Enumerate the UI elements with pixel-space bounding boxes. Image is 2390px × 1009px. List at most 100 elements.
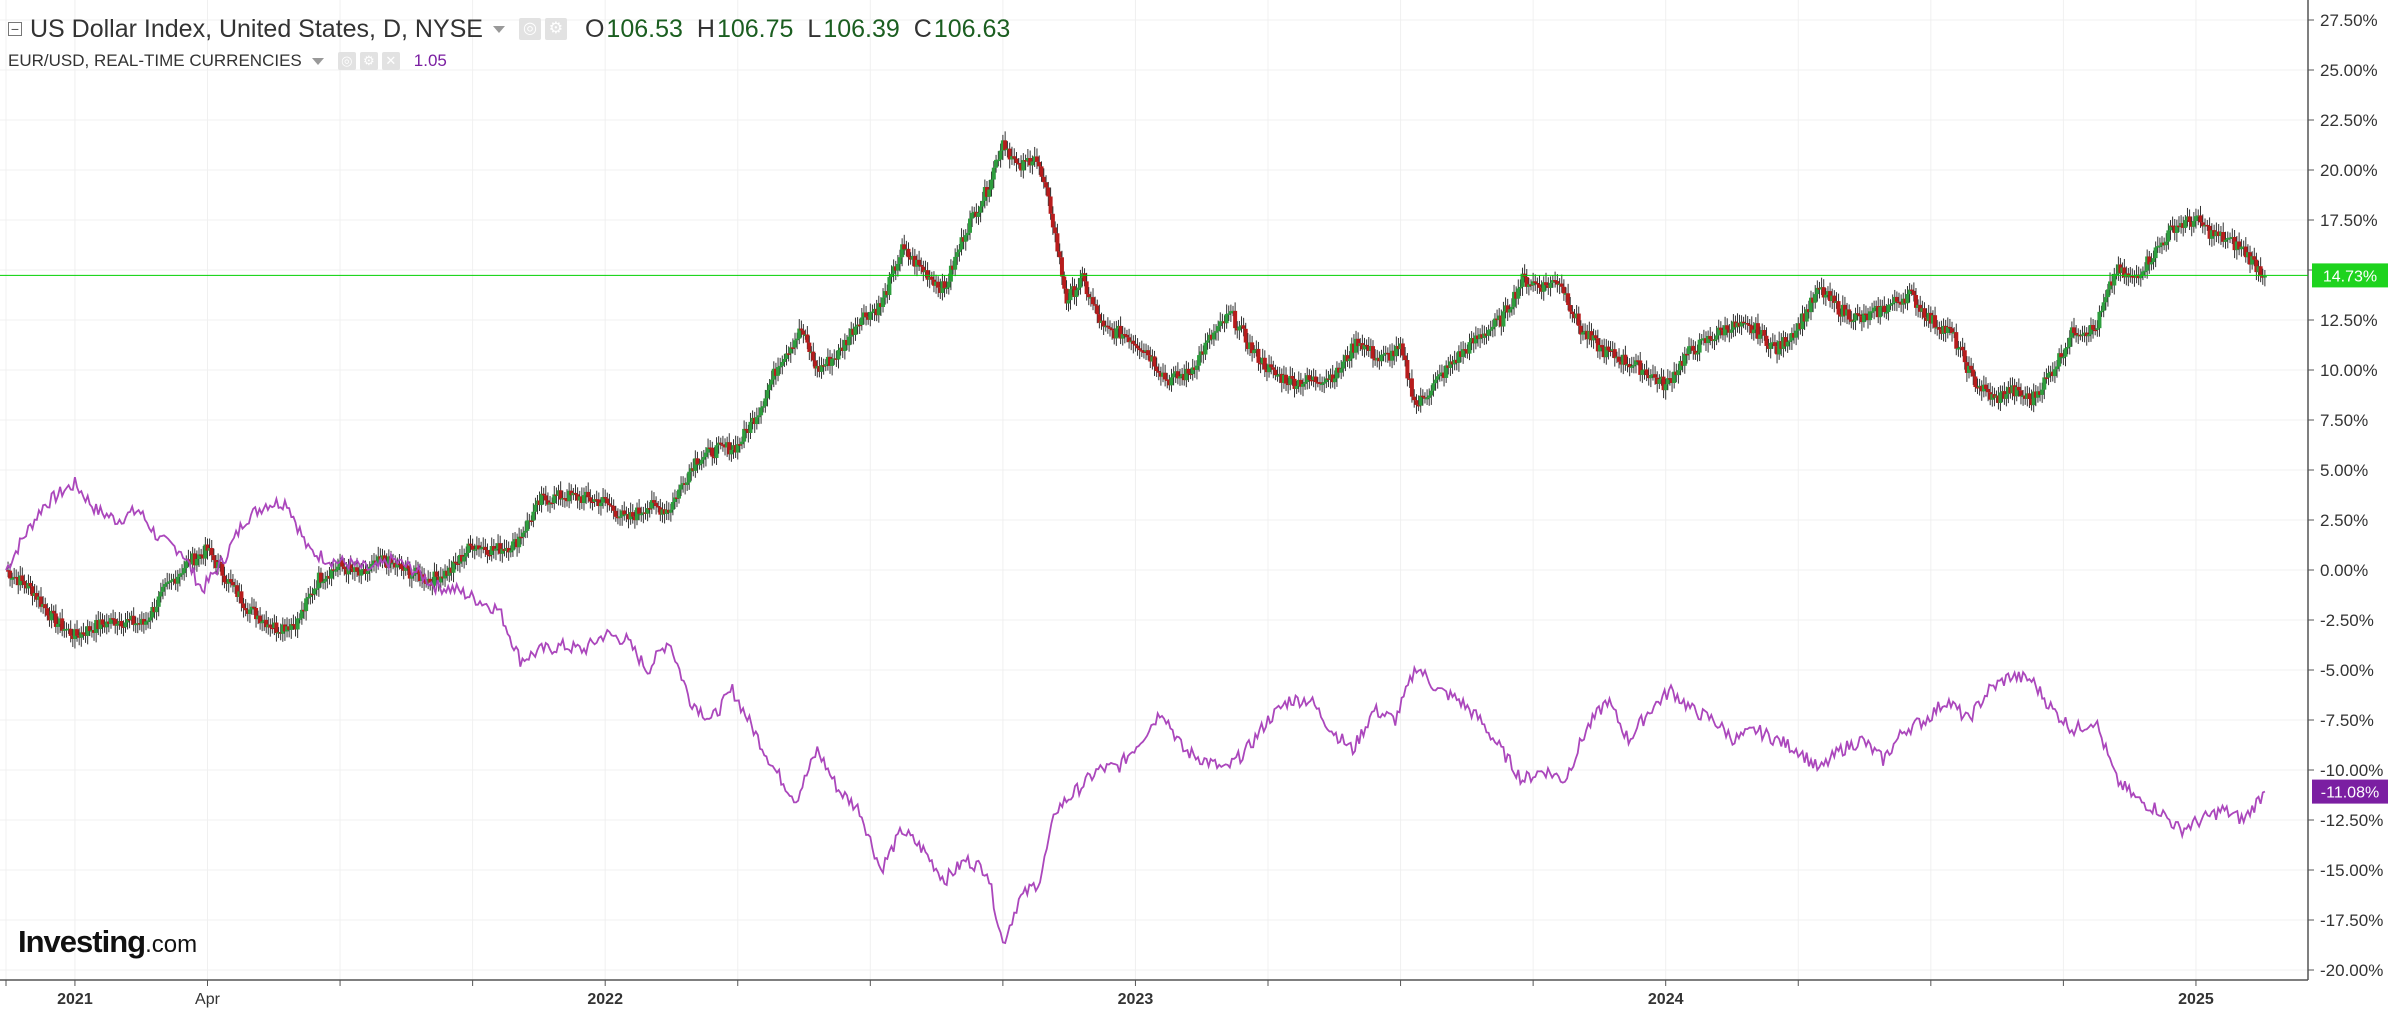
candle-body [972,211,977,214]
candle-body [1112,330,1117,339]
candle-body [1154,366,1159,372]
candle-body [1998,392,2003,403]
y-tick-label: -15.00% [2320,861,2383,880]
candle-body [708,447,713,450]
candle-body [38,596,43,607]
candle-body [1203,342,1208,355]
compare-series-dropdown-icon[interactable] [311,57,324,65]
candle-body [466,543,471,553]
main-series-legend[interactable]: − US Dollar Index, United States, D, NYS… [8,12,1010,46]
settings-gear-icon[interactable]: ⚙ [544,18,567,40]
candle-body [453,561,458,564]
candle-body [1182,373,1187,381]
candle-body [148,617,153,621]
candle-body [2101,302,2106,311]
candle-body [1412,396,1417,401]
candle-body [1233,310,1238,329]
candle-body [1634,360,1639,365]
collapse-legend-icon[interactable]: − [8,22,22,36]
candle-body [1469,338,1474,343]
candle-body [342,566,347,570]
candle-body [811,351,816,361]
candle-body [171,578,176,581]
candle-body [934,281,939,286]
candle-body [1777,341,1782,355]
candle-body [247,609,252,614]
candle-body [1988,392,1993,400]
candle-body [1332,378,1337,383]
candle-body [1710,339,1715,341]
candle-body [1890,302,1895,305]
candle-body [1531,281,1536,286]
candle-body [1834,301,1839,303]
candle-body [1849,319,1854,322]
candle-body [1863,313,1868,316]
candle-body [805,334,810,343]
candle-body [1646,375,1651,379]
candle-body [2193,216,2198,222]
candle-body [100,619,105,625]
candle-body [1180,373,1185,377]
candle-body [637,507,642,514]
candle-body [1697,339,1702,353]
candle-body [203,544,208,559]
candle-body [150,606,155,618]
candle-body [1156,371,1161,373]
candle-body [1375,357,1380,361]
candle-body [718,442,723,445]
candle-body [1055,233,1060,252]
candle-body [449,567,454,573]
candle-body [2059,353,2064,358]
compare-hide-series-icon[interactable]: ◎ [337,52,356,70]
candle-body [1473,335,1478,344]
compare-settings-gear-icon[interactable]: ⚙ [359,52,378,70]
candle-body [635,507,640,521]
candle-body [2183,220,2188,228]
main-series-title[interactable]: US Dollar Index, United States, D, NYSE [30,14,483,43]
candle-body [289,624,294,630]
compare-series-legend[interactable]: EUR/USD, REAL-TIME CURRENCIES ◎ ⚙ ✕ 1.05 [8,46,1010,76]
candle-body [531,511,536,521]
candle-body [799,328,804,331]
hide-series-icon[interactable]: ◎ [518,18,541,40]
candle-body [47,615,52,621]
candle-body [994,159,999,168]
candle-body [45,608,50,616]
candle-body [1023,160,1028,162]
main-series-dropdown-icon[interactable] [492,25,505,33]
candle-body [1000,140,1005,151]
candle-body [527,520,532,522]
compare-series-title[interactable]: EUR/USD, REAL-TIME CURRENCIES [8,51,302,70]
candle-body [980,200,985,207]
candle-body [878,303,883,307]
candle-body [352,567,357,573]
candle-body [177,573,182,577]
candle-body [1899,301,1904,305]
candle-body [723,445,728,448]
candle-body [1661,376,1666,391]
candle-body [1591,335,1596,341]
candle-body [1789,333,1794,341]
candle-body [318,572,323,583]
candle-body [1600,345,1605,348]
candle-body [1456,351,1461,363]
candle-body [2162,242,2167,246]
candle-body [426,578,431,583]
candle-body [569,490,574,496]
candle-body [1152,356,1157,367]
candle-body [984,187,989,197]
candle-body [64,628,69,631]
candle-body [297,618,302,620]
candle-body [1269,364,1274,368]
y-tick-label: -5.00% [2320,661,2374,680]
remove-compare-close-icon[interactable]: ✕ [381,52,400,70]
candle-body [830,358,835,366]
candle-body [12,576,17,579]
candle-body [773,368,778,376]
candle-body [855,324,860,327]
candle-body [2057,353,2062,367]
candle-body [842,340,847,351]
candle-body [1880,305,1885,308]
